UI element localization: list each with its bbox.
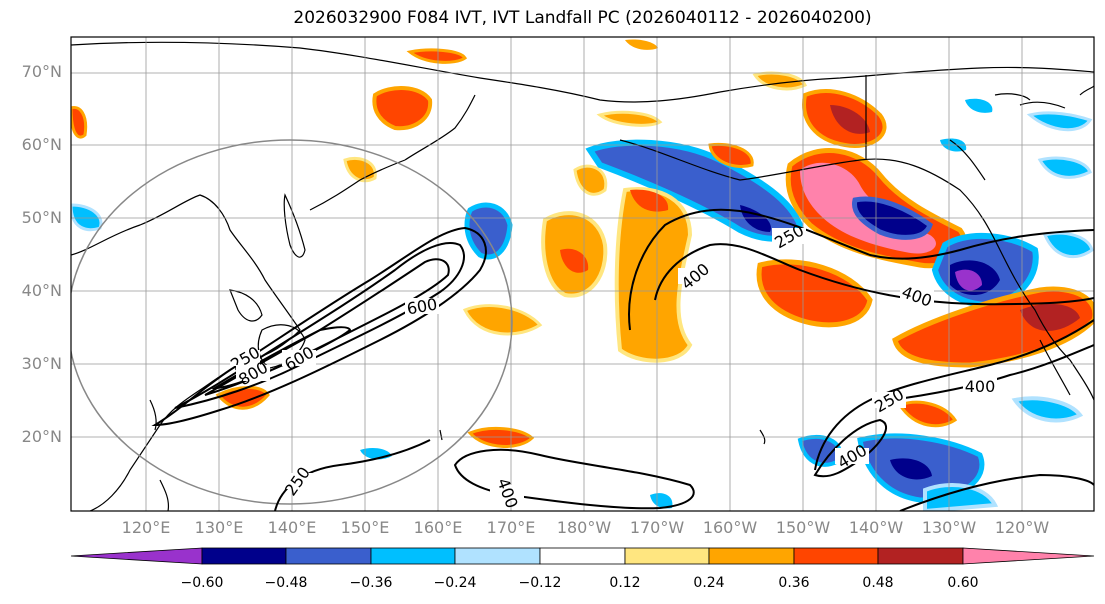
colorbar — [70, 547, 1095, 565]
lon-label: 120°E — [121, 518, 171, 537]
colorbar-bin — [877, 547, 964, 565]
lon-label: 160°E — [413, 518, 463, 537]
positive-anomaly-central-2 — [614, 187, 693, 363]
colorbar-tick-label: −0.48 — [264, 575, 308, 591]
contour-400-east — [654, 243, 1094, 306]
lon-label: 130°E — [194, 518, 244, 537]
lon-label: 130°W — [921, 518, 977, 537]
lon-label: 180°W — [556, 518, 612, 537]
colorbar-bin — [454, 547, 541, 565]
negative-anomaly-canada-3 — [1042, 231, 1094, 259]
positive-anomaly-central-2-core — [630, 189, 669, 212]
negative-anomaly-canada-2 — [1037, 156, 1092, 179]
lat-label: 60°N — [21, 135, 62, 154]
positive-anomaly-arctic — [406, 48, 468, 64]
range-circle — [71, 139, 513, 505]
contour-250-sw — [274, 439, 431, 511]
coastlines — [71, 41, 1094, 511]
lon-label: 160°W — [702, 518, 758, 537]
colorbar-bin — [539, 547, 626, 565]
colorbar-tick-label: 0.36 — [778, 575, 810, 591]
contour-400-southeast — [889, 344, 1094, 401]
positive-anomaly-bering — [372, 86, 433, 131]
positive-anomaly-central-3 — [573, 164, 608, 196]
lat-label: 40°N — [21, 281, 62, 300]
colorbar-tick-label: 0.24 — [693, 575, 725, 591]
contour-label: 400 — [963, 377, 997, 396]
colorbar-left-extend — [70, 547, 203, 565]
positive-anomaly-arctic-2 — [625, 39, 658, 50]
lat-label: 20°N — [21, 427, 62, 446]
contour-250-corner — [899, 473, 1094, 511]
lat-label: 30°N — [21, 354, 62, 373]
lon-label: 150°E — [340, 518, 390, 537]
colorbar-tick-label: −0.24 — [433, 575, 477, 591]
lon-label: 120°W — [994, 518, 1050, 537]
colorbar-tick-label: −0.60 — [180, 575, 224, 591]
contour-400-south — [813, 418, 887, 478]
svg-text:400: 400 — [965, 377, 996, 396]
colorbar-tick-label: −0.36 — [349, 575, 393, 591]
map-title: 2026032900 F084 IVT, IVT Landfall PC (20… — [293, 8, 872, 28]
map-frame — [70, 36, 1095, 512]
colorbar-tick-label: −0.12 — [518, 575, 562, 591]
colorbar-bin — [285, 547, 372, 565]
colorbar-bin — [708, 547, 795, 565]
negative-anomaly-corner — [923, 483, 999, 511]
negative-anomaly-small-2 — [650, 493, 673, 509]
lon-label: 140°E — [267, 518, 317, 537]
lat-label: 70°N — [21, 62, 62, 81]
negative-anomaly-subtropic-east-core — [890, 458, 932, 480]
contour-250-south — [814, 319, 1094, 471]
contour-250-east — [628, 208, 1094, 331]
colorbar-bin — [793, 547, 879, 565]
colorbar-bin — [201, 547, 287, 565]
negative-anomaly-far-east — [1011, 396, 1084, 423]
positive-anomaly-alaska-core — [830, 105, 870, 134]
positive-anomaly-subtropic-2 — [467, 427, 535, 448]
positive-anomaly-hawaii — [897, 400, 958, 428]
lon-label: 170°E — [486, 518, 536, 537]
colorbar-tick-label: 0.12 — [609, 575, 641, 591]
lon-label: 170°W — [629, 518, 685, 537]
positive-anomaly-far-west — [71, 105, 88, 139]
lon-label: 150°W — [775, 518, 831, 537]
negative-anomaly-purple — [955, 269, 982, 291]
colorbar-right-extend — [962, 547, 1095, 565]
negative-anomaly-small-4 — [965, 98, 993, 113]
colorbar-bin — [624, 547, 710, 565]
lon-label: 140°W — [848, 518, 904, 537]
negative-anomaly-canada-1 — [1026, 111, 1093, 132]
positive-anomaly-central-1-core — [560, 248, 589, 273]
positive-anomaly-okhotsk — [343, 156, 377, 183]
positive-anomaly-chukchi — [596, 110, 663, 127]
lat-label: 50°N — [21, 208, 62, 227]
colorbar-tick-label: 0.48 — [862, 575, 894, 591]
positive-anomaly-subtropic — [462, 304, 543, 336]
colorbar-tick-label: 0.60 — [947, 575, 979, 591]
colorbar-bin — [370, 547, 456, 565]
positive-anomaly-midpac — [756, 259, 873, 328]
